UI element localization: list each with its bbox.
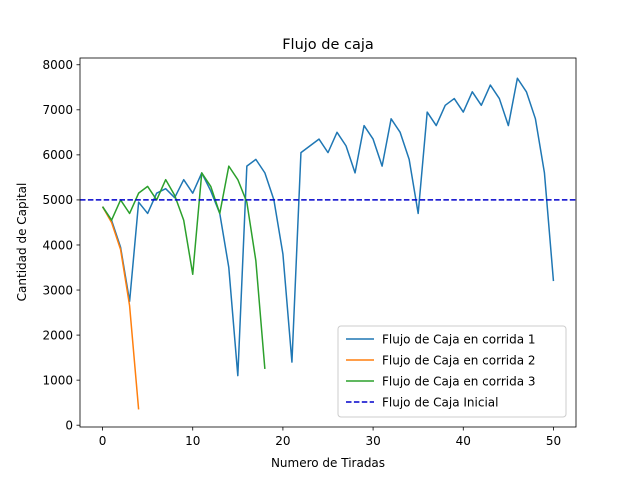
y-tick-label: 3000 [42, 283, 73, 297]
y-tick-label: 1000 [42, 373, 73, 387]
y-axis-label: Cantidad de Capital [15, 183, 29, 302]
plot-frame [79, 57, 577, 428]
y-tick-label: 7000 [42, 103, 73, 117]
legend: Flujo de Caja en corrida 1 Flujo de Caja … [337, 325, 567, 418]
y-tick-label: 4000 [42, 238, 73, 252]
y-tick-label: 2000 [42, 328, 73, 342]
series-line-1 [101, 77, 555, 377]
y-tick-label: 5000 [42, 193, 73, 207]
series-line-3 [101, 165, 266, 369]
chart-title: Flujo de caja [282, 37, 374, 53]
x-tick-label: 40 [456, 434, 471, 448]
legend-label-4: Flujo de Caja Inicial [382, 395, 498, 409]
x-tick-label: 20 [275, 434, 290, 448]
x-tick-label: 0 [99, 434, 107, 448]
y-tick-label: 6000 [42, 148, 73, 162]
x-tick-label: 30 [365, 434, 380, 448]
axes: 0 10 20 30 40 50 0 1000 2000 3000 4000 5000 6000 7000… [42, 57, 577, 448]
x-tick-label: 50 [546, 434, 561, 448]
x-tick-label: 10 [185, 434, 200, 448]
legend-label-2: Flujo de Caja en corrida 2 [382, 353, 536, 367]
legend-label-1: Flujo de Caja en corrida 1 [382, 332, 536, 346]
series-line-2 [101, 206, 140, 410]
x-axis-label: Numero de Tiradas [271, 456, 385, 470]
y-tick-label: 8000 [42, 58, 73, 72]
legend-box [337, 325, 567, 418]
series-group [80, 77, 576, 410]
legend-label-3: Flujo de Caja en corrida 3 [382, 374, 536, 388]
plot-area [80, 77, 576, 410]
y-tick-label: 0 [65, 418, 73, 432]
